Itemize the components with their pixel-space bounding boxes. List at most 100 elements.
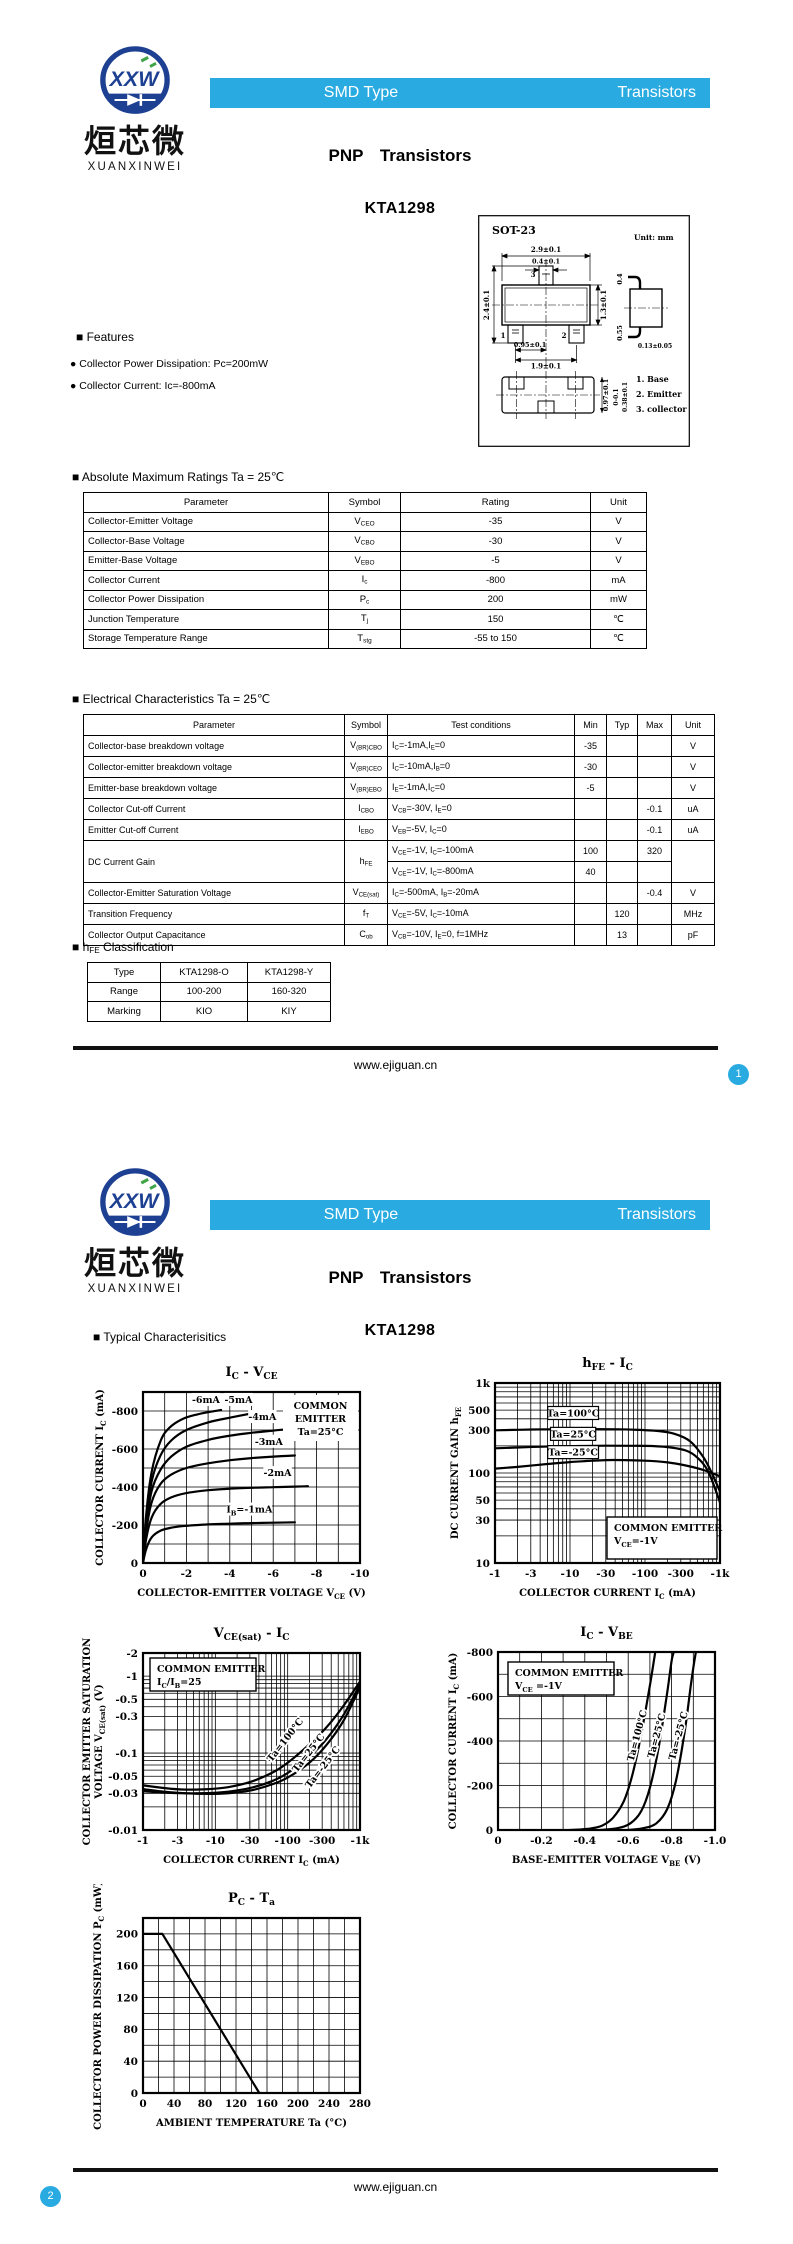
header-banner: SMD Type Transistors <box>210 78 710 108</box>
svg-text:160: 160 <box>116 1961 138 1973</box>
svg-text:COMMON EMITTER: COMMON EMITTER <box>157 1664 265 1675</box>
table-cell <box>574 903 607 925</box>
table-row: Emitter-Base Voltage VEBO -5 V <box>83 550 647 571</box>
brand-logo: XXW 烜芯微 XUANXINWEI <box>80 44 190 173</box>
table-cell: Tstg <box>328 628 401 649</box>
table-cell: V <box>671 882 715 904</box>
svg-text:-1: -1 <box>126 1671 138 1683</box>
svg-text:-200: -200 <box>112 1520 138 1532</box>
svg-text:-1k: -1k <box>711 1568 731 1580</box>
table-cell: Collector-base breakdown voltage <box>83 735 345 757</box>
svg-text:300: 300 <box>468 1425 490 1437</box>
pin-legend-base: 1. Base <box>636 374 669 384</box>
svg-text:-0.01: -0.01 <box>108 1825 138 1837</box>
svg-text:80: 80 <box>198 2098 213 2110</box>
table-cell: V <box>590 550 647 571</box>
svg-text:0: 0 <box>486 1825 493 1837</box>
table-cell: Emitter-Base Voltage <box>83 550 329 571</box>
svg-text:-2mA: -2mA <box>264 1468 293 1479</box>
table-cell: Collector Cut-off Current <box>83 798 345 820</box>
svg-text:COMMON EMITTER: COMMON EMITTER <box>515 1668 623 1679</box>
table-cell: VCBO <box>328 531 401 552</box>
brand-logo-icon: XXW <box>100 1168 170 1236</box>
svg-text:0: 0 <box>131 2088 138 2100</box>
table-cell: 100 <box>574 840 607 862</box>
dim-standoff: 0-0.1 <box>613 388 620 405</box>
footer-rule <box>73 1046 718 1050</box>
logo-letters: XXW <box>109 67 161 91</box>
table-cell: Collector-Emitter Saturation Voltage <box>83 882 345 904</box>
table-cell <box>606 819 638 841</box>
table-cell <box>574 882 607 904</box>
svg-text:0: 0 <box>139 1568 146 1580</box>
table: Parameter Symbol Rating Unit Collector-Emitt… <box>83 492 647 649</box>
table-cell <box>574 798 607 820</box>
svg-text:-6mA: -6mA <box>192 1395 221 1406</box>
part-number: KTA1298 <box>364 1322 436 1339</box>
svg-text:COLLECTOR CURRENT IC (mA): COLLECTOR CURRENT IC (mA) <box>448 1653 461 1830</box>
table-cell: Transition Frequency <box>83 903 345 925</box>
svg-text:-0.2: -0.2 <box>530 1835 553 1847</box>
table-cell: VCEO <box>328 511 401 532</box>
svg-text:-400: -400 <box>467 1736 493 1748</box>
dim-pin-width: 0.4±0.1 <box>532 258 560 266</box>
table: Parameter Symbol Test conditions Min Typ Max U… <box>83 714 715 946</box>
table-cell: Collector-Emitter Voltage <box>83 511 329 532</box>
column-header: Symbol <box>328 492 401 513</box>
electrical-characteristics-table: Parameter Symbol Test conditions Min Typ Max U… <box>83 714 715 946</box>
column-header: Symbol <box>344 714 388 736</box>
column-header: Typ <box>606 714 638 736</box>
package-outline-drawing: SOT-23 Unit: mm <box>478 215 690 447</box>
table-cell: KIO <box>160 1001 248 1022</box>
table-cell: KTA1298-O <box>160 962 248 983</box>
svg-text:IB=-1mA: IB=-1mA <box>226 1505 273 1518</box>
svg-text:-200: -200 <box>467 1780 493 1792</box>
table-cell: -5 <box>574 777 607 799</box>
svg-text:-3: -3 <box>525 1568 537 1580</box>
svg-text:-2: -2 <box>126 1648 138 1660</box>
doc-title: PNP Transistors <box>328 146 472 165</box>
page-1: XXW 烜芯微 XUANXINWEI SMD Type Transistors … <box>70 44 749 1085</box>
table-cell: ℃ <box>590 628 647 649</box>
pin-number-2: 2 <box>562 331 567 340</box>
pin-number-1: 1 <box>501 331 506 340</box>
svg-text:0: 0 <box>494 1835 501 1847</box>
table-cell <box>671 840 715 883</box>
svg-text:1k: 1k <box>475 1378 490 1390</box>
svg-text:-800: -800 <box>112 1406 138 1418</box>
svg-text:-6: -6 <box>267 1568 279 1580</box>
table-cell <box>606 882 638 904</box>
svg-text:COLLECTOR POWER DISSIPATION PC: COLLECTOR POWER DISSIPATION PC (mW) <box>93 1884 106 2130</box>
table-cell: 100-200 <box>160 981 248 1002</box>
dim-pad-width: 0.38±0.1 <box>622 382 629 412</box>
table-cell: -35 <box>574 735 607 757</box>
svg-text:-4: -4 <box>224 1568 236 1580</box>
svg-text:COLLECTOR-EMITTER VOLTAGE VCE: COLLECTOR-EMITTER VOLTAGE VCE (V) <box>137 1588 365 1601</box>
svg-text:VOLTAGE VCE(sat) (V): VOLTAGE VCE(sat) (V) <box>94 1684 107 1800</box>
svg-text:Ta=25°C: Ta=25°C <box>298 1427 344 1438</box>
table-cell: V <box>590 531 647 552</box>
svg-text:IC/IB=25: IC/IB=25 <box>157 1677 201 1690</box>
svg-text:-30: -30 <box>240 1835 259 1847</box>
table-cell <box>637 777 672 799</box>
table-cell: Pc <box>328 589 401 610</box>
table-cell <box>637 861 672 883</box>
table-cell: VEB=-5V, IC=0 <box>387 819 575 841</box>
dim-body-height: 1.3±0.1 <box>599 290 608 320</box>
svg-text:-0.5: -0.5 <box>115 1694 138 1706</box>
svg-text:-1.0: -1.0 <box>704 1835 727 1847</box>
svg-text:280: 280 <box>349 2098 371 2110</box>
column-header: Unit <box>590 492 647 513</box>
table-cell: -0.4 <box>637 882 672 904</box>
svg-text:-8: -8 <box>311 1568 323 1580</box>
table-cell: Junction Temperature <box>83 609 329 630</box>
svg-text:0: 0 <box>131 1558 138 1570</box>
dim-bottom-height: 0.97±0.1 <box>602 379 610 412</box>
pin-legend-collector: 3. collector <box>636 404 687 414</box>
table-cell: Collector Power Dissipation <box>83 589 329 610</box>
svg-text:120: 120 <box>225 2098 247 2110</box>
table-cell: VCE=-1V, IC=-800mA <box>387 861 575 883</box>
table-cell: -5 <box>400 550 591 571</box>
svg-text:COLLECTOR CURRENT IC (mA): COLLECTOR CURRENT IC (mA) <box>163 1855 340 1868</box>
svg-text:-400: -400 <box>112 1482 138 1494</box>
